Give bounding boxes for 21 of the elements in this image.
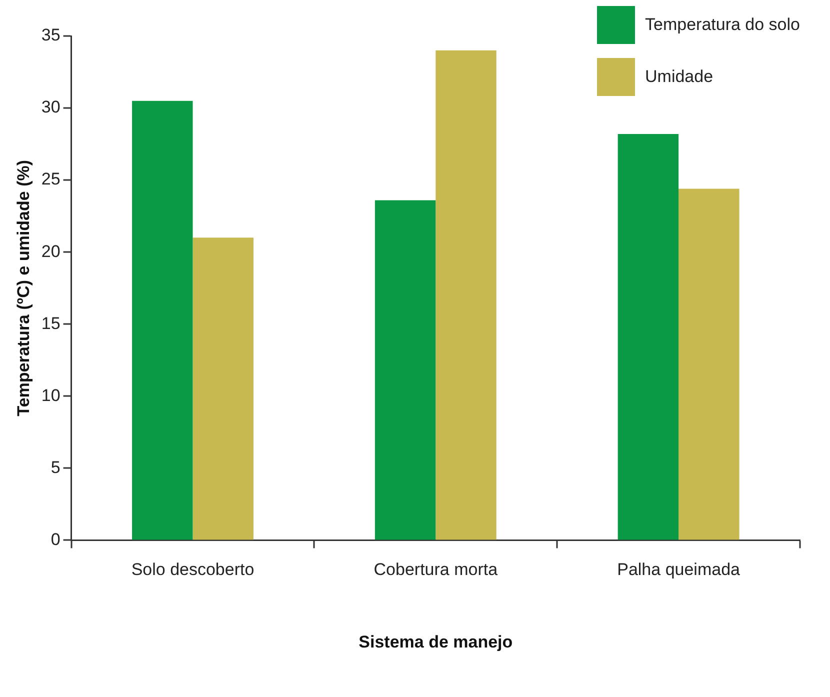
bar — [374, 200, 436, 540]
bar — [436, 50, 496, 540]
x-tick-label: Palha queimada — [617, 560, 741, 580]
x-tick-label: Cobertura morta — [374, 560, 498, 580]
y-tick-label: 25 — [41, 170, 60, 189]
y-tick-label: 10 — [41, 386, 60, 405]
bar — [192, 238, 254, 540]
y-axis-title: Temperatura (ºC) e umidade (%) — [14, 160, 33, 416]
legend-label: Temperatura do solo — [645, 15, 800, 35]
y-tick-label: 20 — [41, 242, 60, 261]
y-tick-label: 35 — [41, 26, 60, 45]
bar — [132, 100, 193, 540]
x-tick-label: Solo descoberto — [131, 560, 254, 580]
y-tick-label: 15 — [41, 314, 60, 333]
x-axis-title: Sistema de manejo — [358, 632, 513, 652]
y-tick-label: 30 — [41, 98, 60, 117]
bar — [618, 134, 679, 540]
bar — [678, 188, 740, 540]
y-tick-label: 5 — [50, 458, 60, 477]
y-tick-label: 0 — [50, 530, 60, 549]
legend-label: Umidade — [645, 67, 714, 87]
